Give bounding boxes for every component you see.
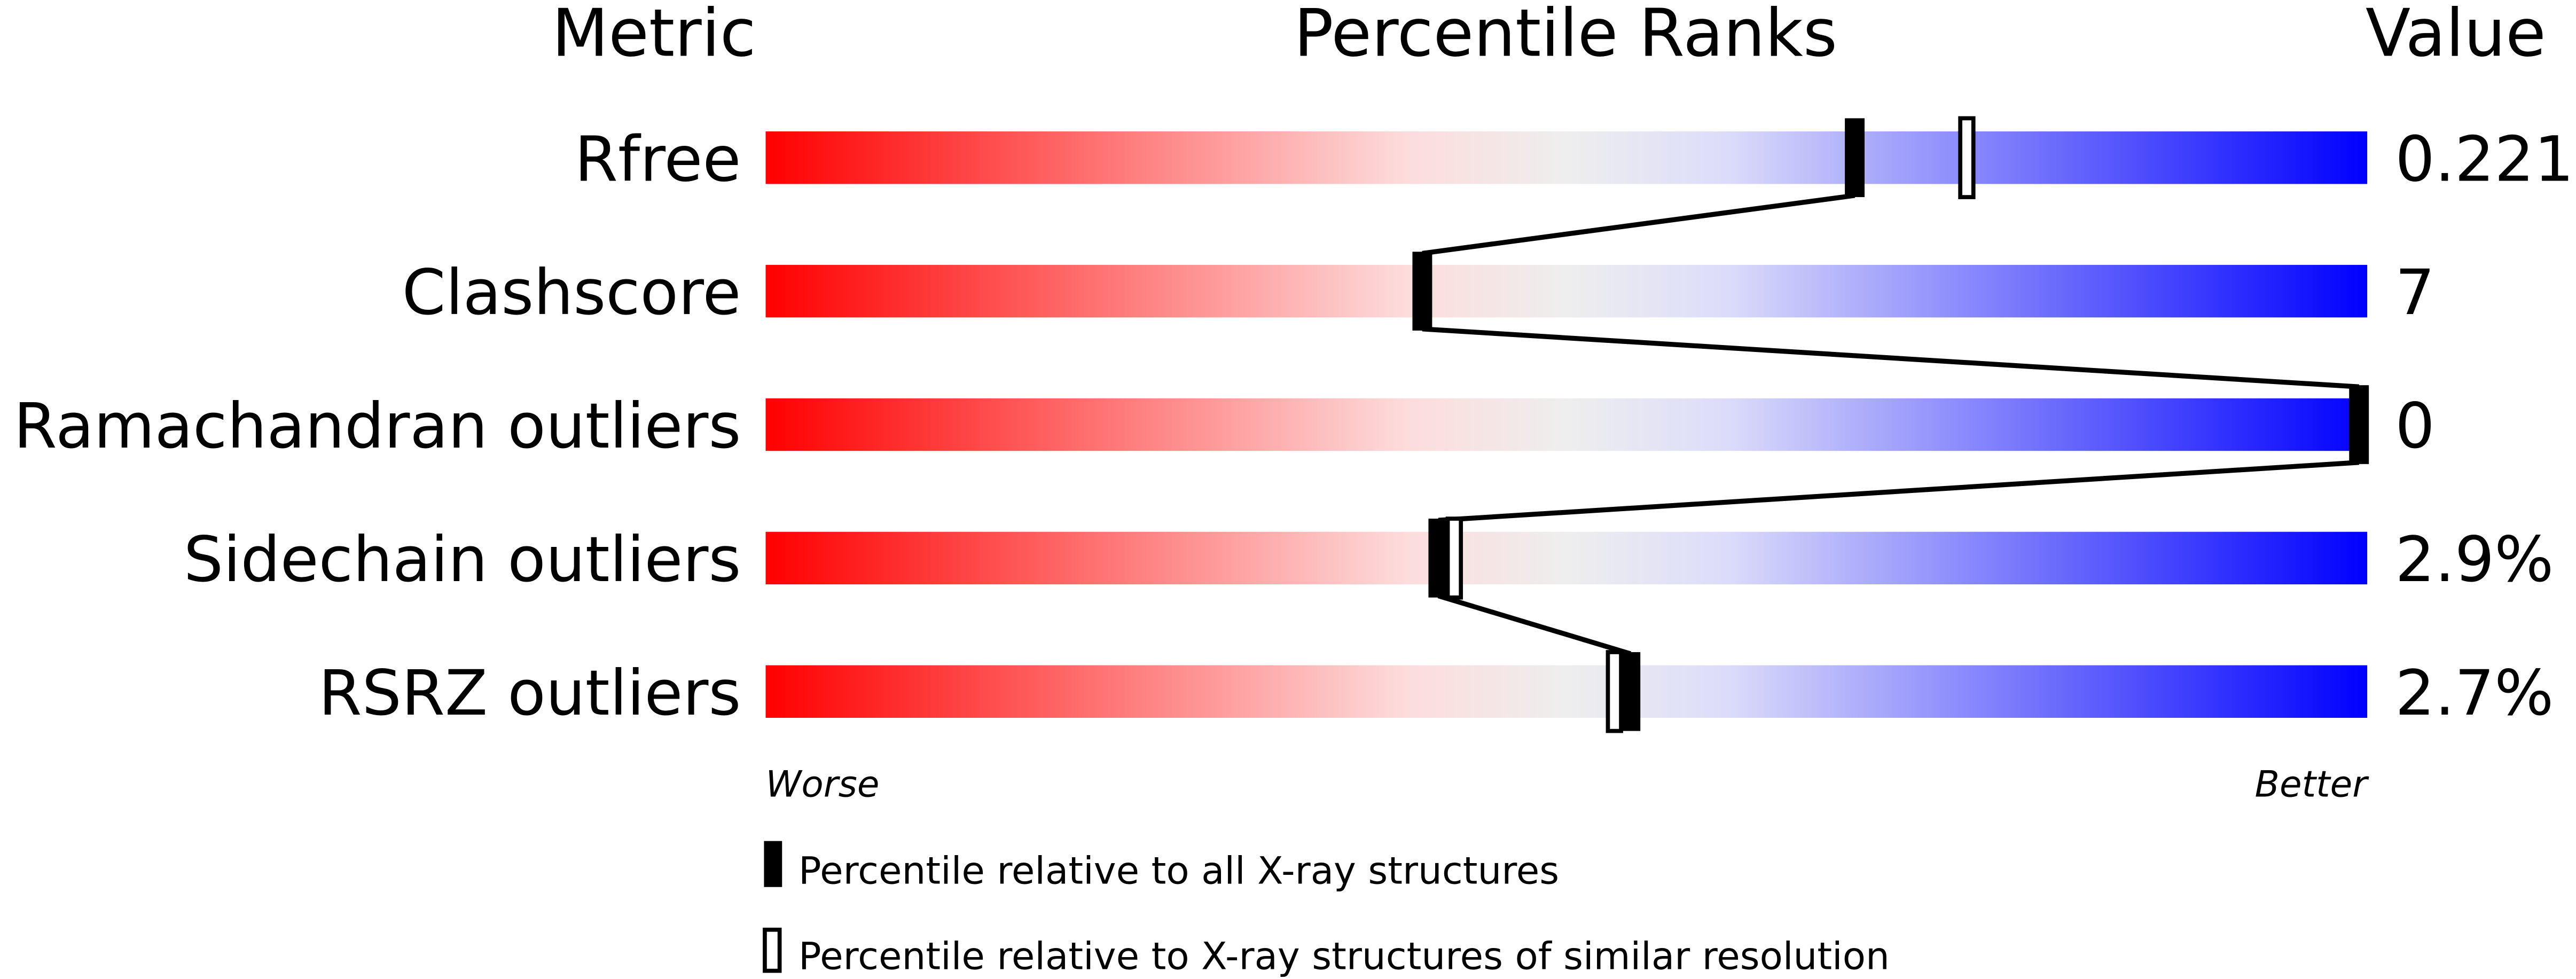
metric-label: Clashscore	[402, 256, 741, 329]
marker-similar-resolution	[1606, 650, 1623, 733]
marker-all-structures	[1620, 652, 1641, 731]
marker-similar-resolution	[1445, 516, 1463, 600]
legend-label-all: Percentile relative to all X-ray structu…	[798, 849, 1559, 893]
connector-line	[1422, 193, 1855, 256]
axis-label-worse: Worse	[765, 763, 879, 805]
metric-value: 7	[2395, 256, 2434, 329]
metric-value: 0.221	[2395, 123, 2574, 195]
metric-value: 2.7%	[2395, 657, 2554, 730]
marker-all-structures	[2349, 385, 2369, 464]
metric-label: RSRZ outliers	[318, 657, 741, 730]
marker-all-structures	[1412, 252, 1432, 331]
percentile-bar	[765, 665, 2368, 718]
connector-line	[1437, 593, 1632, 656]
metric-label: Rfree	[575, 123, 741, 195]
legend-outline-marker	[763, 927, 782, 973]
percentile-bar	[765, 131, 2368, 184]
marker-similar-resolution	[1958, 116, 1976, 199]
header-percentile-ranks: Percentile Ranks	[1294, 0, 1837, 72]
metric-value: 2.9%	[2395, 523, 2554, 596]
connector-line	[1422, 326, 2360, 389]
legend-filled-marker	[764, 841, 782, 887]
marker-all-structures	[1428, 519, 1448, 598]
axis-label-better: Better	[2255, 763, 2370, 805]
percentile-bar	[765, 264, 2368, 318]
percentile-bar	[765, 531, 2368, 585]
marker-all-structures	[1845, 118, 1865, 198]
metric-label: Ramachandran outliers	[13, 390, 741, 463]
connector-line	[1438, 460, 2360, 523]
header-metric: Metric	[552, 0, 756, 72]
percentile-bar	[765, 398, 2368, 451]
header-value: Value	[2366, 0, 2546, 72]
legend-label-similar: Percentile relative to X-ray structures …	[798, 934, 1890, 978]
metric-value: 0	[2395, 390, 2434, 463]
metric-label: Sidechain outliers	[184, 523, 741, 596]
